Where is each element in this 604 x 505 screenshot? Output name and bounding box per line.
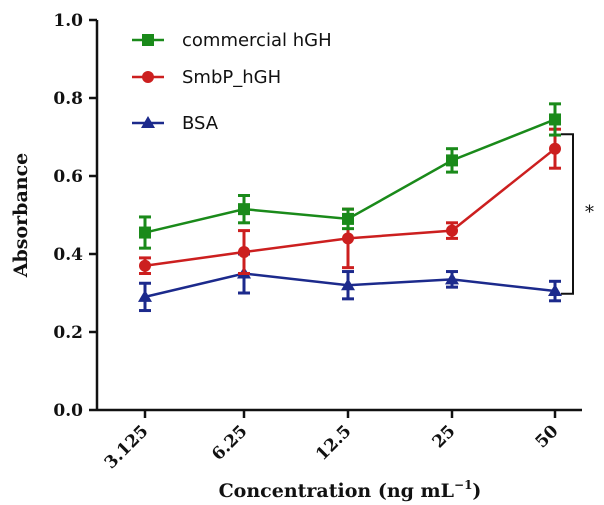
series-commercial-hgh [139, 102, 561, 250]
x-axis-title: Concentration (ng mL−1) [219, 478, 482, 502]
series-smbp-hgh [139, 127, 561, 275]
significance-star: * [585, 202, 594, 223]
data-point-triangle [445, 272, 459, 285]
data-point-circle [238, 246, 250, 259]
x-axis-title-main: Concentration (ng mL [219, 480, 454, 502]
legend-item: BSA [132, 113, 219, 134]
legend-item: SmbP_hGH [132, 67, 281, 88]
x-axis-title-close: ) [472, 480, 481, 502]
legend-label: BSA [182, 113, 219, 134]
data-point-square [446, 154, 458, 167]
data-point-triangle [138, 289, 152, 302]
data-point-triangle [341, 278, 355, 291]
data-point-square [549, 113, 561, 126]
legend: commercial hGH SmbP_hGH BSA [132, 30, 332, 134]
x-tick-label: 12.5 [312, 421, 355, 464]
x-axis-title-superscript: −1 [454, 478, 472, 492]
data-point-circle [342, 232, 354, 245]
data-point-square [142, 34, 154, 46]
y-ticks: 0.0 0.2 0.4 0.6 0.8 1.0 [53, 11, 97, 421]
data-point-circle [142, 71, 154, 83]
x-ticks: 3.125 6.25 12.5 25 50 [101, 410, 563, 473]
x-tick-label: 25 [429, 421, 460, 452]
x-tick-label: 6.25 [208, 421, 251, 464]
y-axis-title: Absorbance [10, 153, 32, 278]
x-tick-label: 3.125 [101, 421, 153, 473]
y-tick-label: 1.0 [53, 11, 83, 31]
significance-bracket [561, 133, 574, 295]
legend-item: commercial hGH [132, 30, 332, 51]
data-point-square [139, 226, 151, 239]
y-tick-label: 0.6 [53, 167, 83, 187]
y-tick-label: 0.2 [53, 323, 83, 343]
legend-label: commercial hGH [182, 30, 332, 51]
data-point-circle [549, 142, 561, 155]
data-point-square [342, 212, 354, 225]
data-point-triangle [548, 284, 562, 297]
series-bsa [138, 252, 562, 313]
data-point-triangle [141, 116, 155, 128]
significance-annotation: * [561, 133, 594, 295]
data-point-circle [446, 224, 458, 237]
axes [95, 20, 582, 412]
data-point-square [238, 203, 250, 216]
legend-label: SmbP_hGH [182, 67, 281, 88]
y-tick-label: 0.0 [53, 401, 83, 421]
series-line [144, 147, 556, 267]
data-point-circle [139, 259, 151, 272]
plot-area [138, 102, 562, 313]
x-tick-label: 50 [532, 421, 563, 452]
y-tick-label: 0.8 [53, 89, 83, 109]
y-tick-label: 0.4 [53, 245, 83, 265]
